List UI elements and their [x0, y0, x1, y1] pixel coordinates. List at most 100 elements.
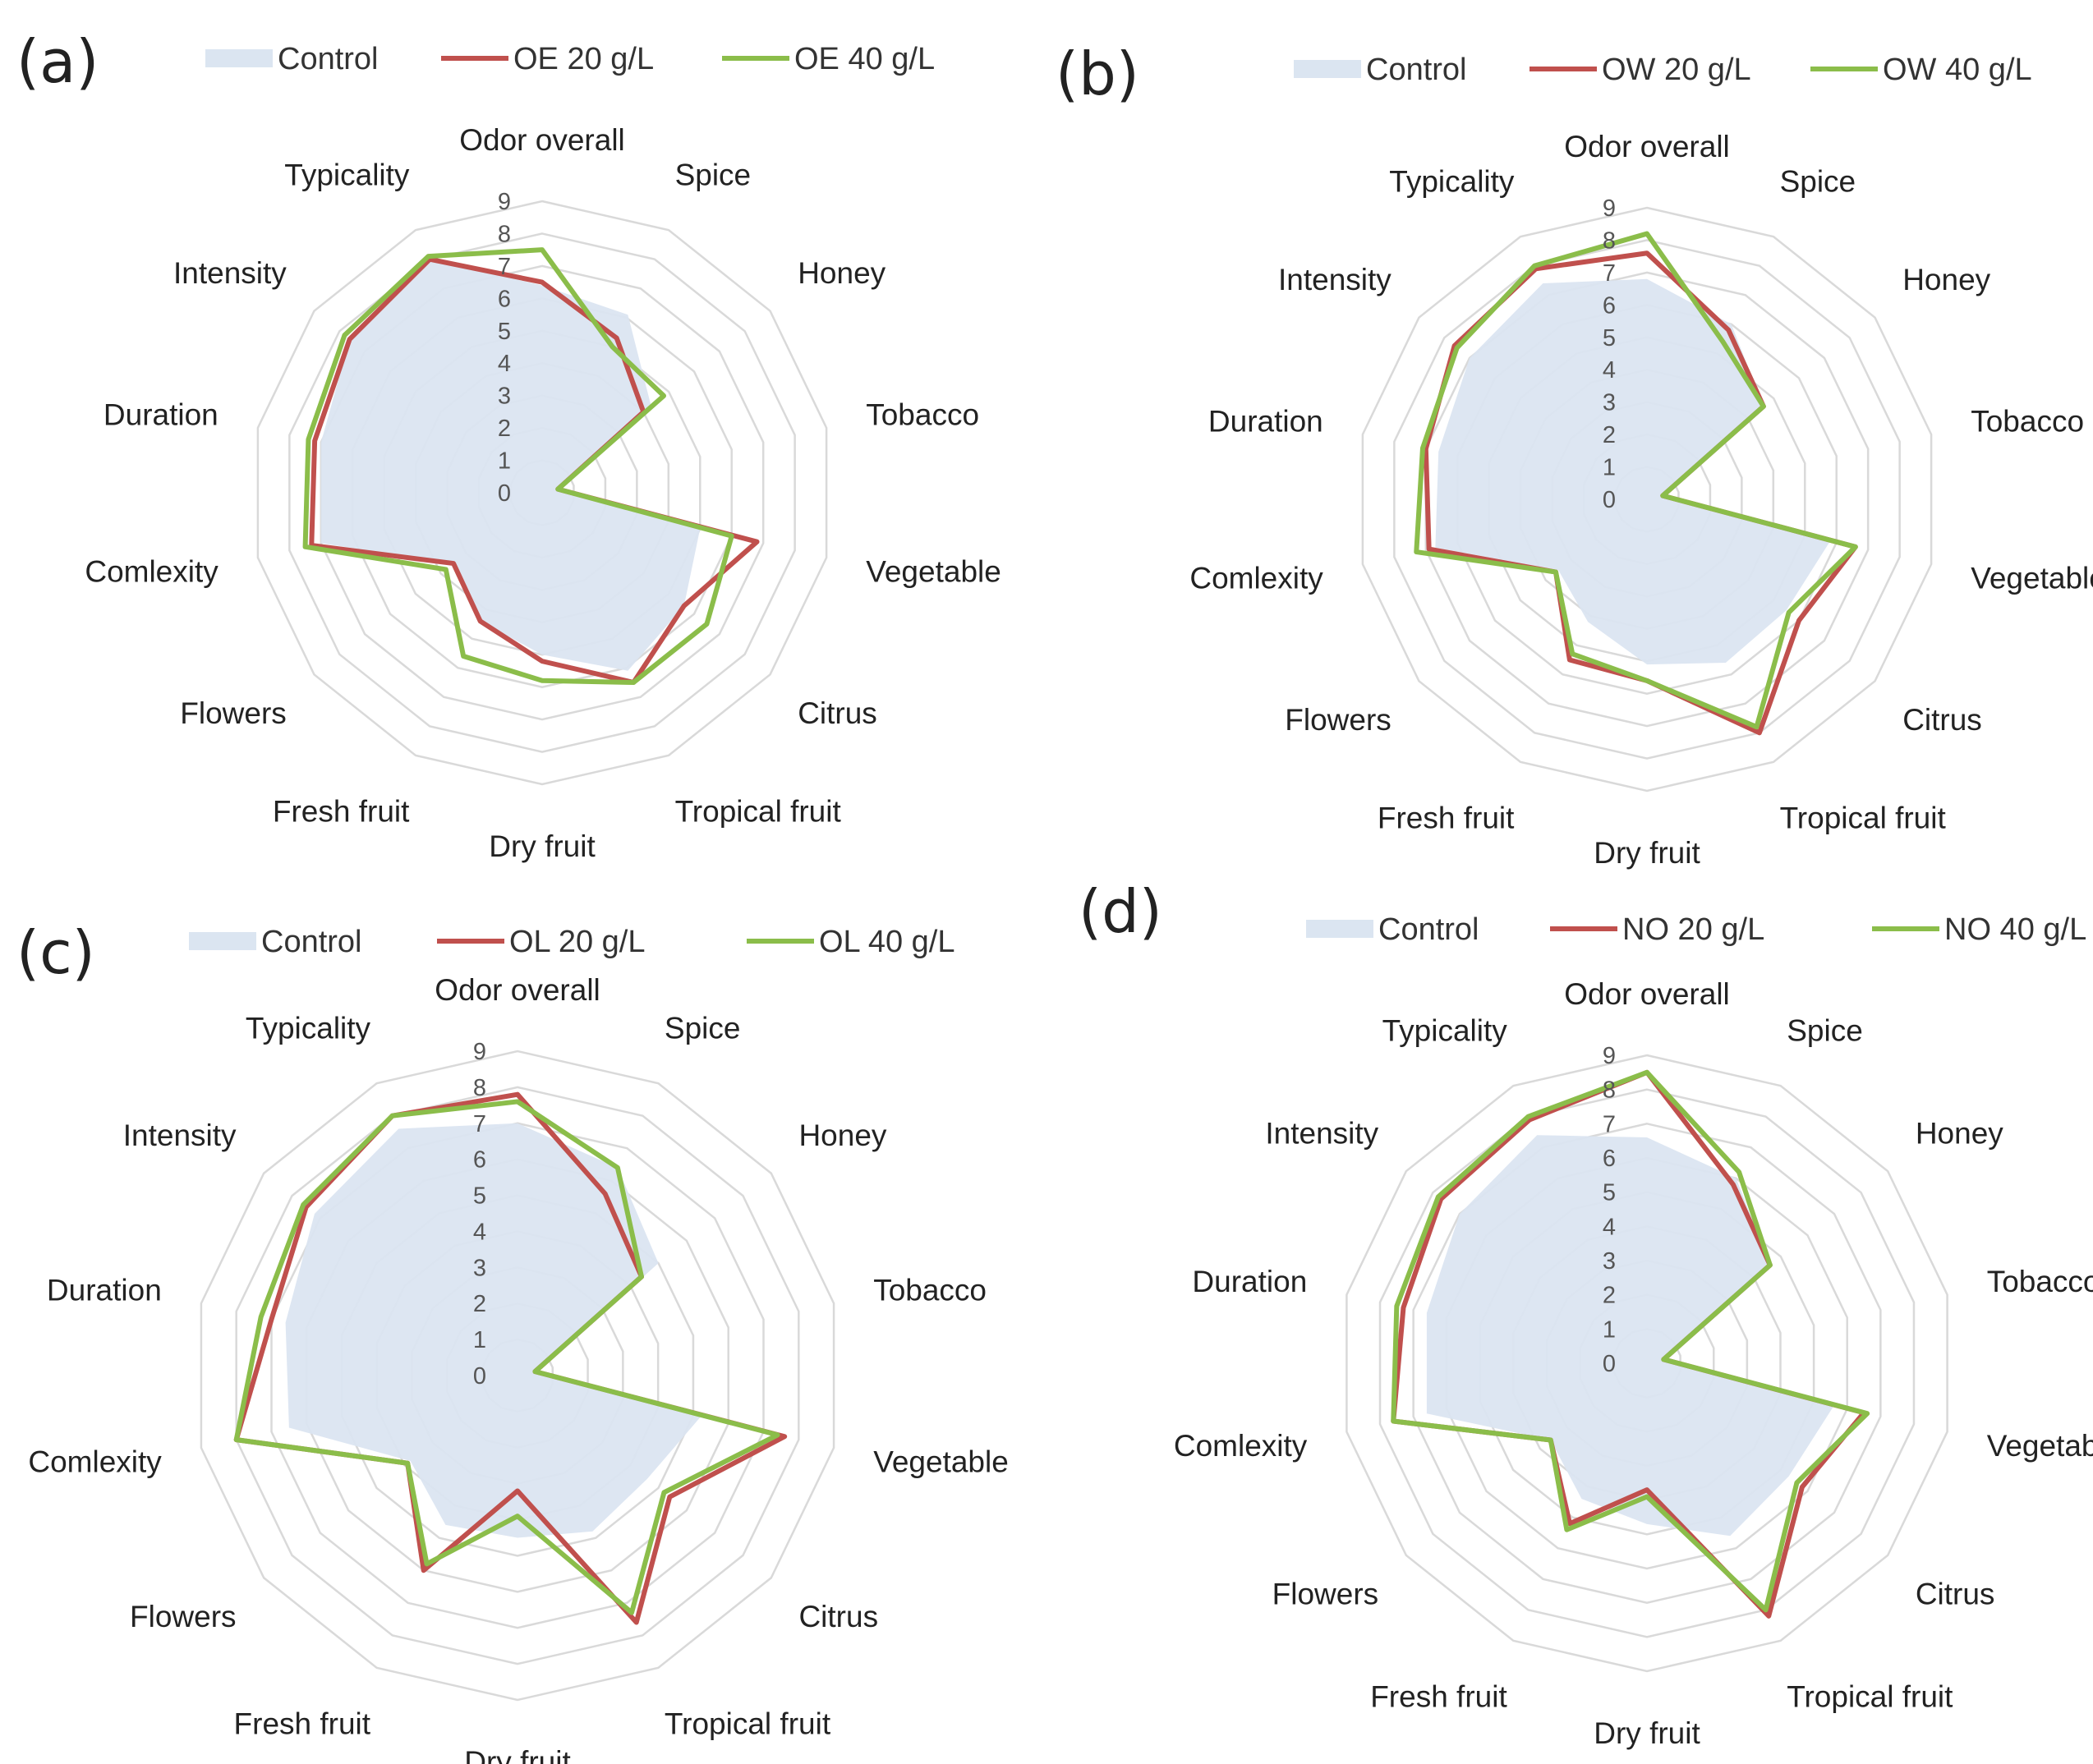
tick-label: 2 [498, 416, 511, 442]
legend-label: OE 40 g/L [794, 42, 935, 76]
series-area-control [285, 1123, 701, 1538]
tick-label: 9 [498, 189, 511, 215]
category-label-dry-fruit: Dry fruit [1594, 1716, 1700, 1750]
tick-label: 1 [1603, 1316, 1616, 1343]
series-area-control [320, 259, 701, 671]
category-label-fresh-fruit: Fresh fruit [1370, 1679, 1507, 1713]
radar-panel-d: 0 1 2 3 4 5 6 7 8 9 Odor overall Spice Honey Tobacco V… [1079, 877, 2093, 1750]
tick-label: 2 [1603, 422, 1616, 448]
tick-label: 1 [1603, 455, 1616, 481]
series-line-no-40-g-l [1391, 1069, 1870, 1613]
grid-ring-8 [288, 232, 796, 753]
legend-label: OL 40 g/L [819, 925, 955, 959]
category-label-vegetable: Vegetable [1971, 562, 2093, 595]
category-label-tobacco: Tobacco [866, 397, 979, 431]
category-label-flowers: Flowers [130, 1600, 237, 1633]
tick-label: 0 [1603, 487, 1616, 513]
grid-ring-7 [270, 1122, 765, 1629]
legend-label: OL 20 g/L [509, 925, 646, 959]
category-label-honey: Honey [798, 256, 886, 290]
category-label-vegetable: Vegetable [873, 1445, 1009, 1479]
tick-label: 2 [473, 1291, 486, 1317]
category-label-odor-overall: Odor overall [1564, 977, 1730, 1011]
tick-label: 4 [498, 351, 511, 377]
category-label-intensity: Intensity [123, 1119, 237, 1152]
category-label-tobacco: Tobacco [1987, 1265, 2093, 1298]
category-label-comlexity: Comlexity [28, 1445, 162, 1479]
category-label-dry-fruit: Dry fruit [464, 1745, 571, 1764]
category-label-spice: Spice [1780, 165, 1856, 199]
category-label-honey: Honey [798, 1119, 886, 1152]
panel-letter: (a) [16, 27, 99, 96]
category-label-comlexity: Comlexity [1189, 562, 1323, 595]
category-label-duration: Duration [104, 397, 218, 431]
grid-ring-9 [200, 1050, 835, 1702]
category-label-flowers: Flowers [180, 696, 287, 730]
panel-letter: (b) [1056, 39, 1139, 108]
grid-ring-7 [1424, 271, 1870, 728]
grid-ring-8 [1378, 1088, 1916, 1638]
legend-item-no-20-g-l: NO 20 g/L [1550, 912, 1764, 947]
category-label-citrus: Citrus [1916, 1578, 1995, 1611]
tick-label: 5 [498, 319, 511, 345]
category-label-dry-fruit: Dry fruit [1594, 836, 1700, 870]
legend-label: OW 20 g/L [1602, 53, 1751, 87]
category-label-duration: Duration [1192, 1265, 1307, 1298]
legend-swatch [1294, 60, 1361, 78]
series-line-ol-40-g-l [233, 1099, 780, 1615]
category-label-duration: Duration [47, 1273, 162, 1307]
tick-label: 4 [1603, 1214, 1616, 1240]
category-label-tropical-fruit: Tropical fruit [675, 794, 842, 828]
category-label-intensity: Intensity [1278, 263, 1392, 296]
tick-label: 7 [473, 1111, 486, 1137]
tick-label: 3 [1603, 1248, 1616, 1275]
radar-panel-a: 0 1 2 3 4 5 6 7 8 9 Odor overall Spice Honey Tobacco V… [16, 27, 1001, 863]
legend-item-control: Control [1306, 912, 1479, 947]
category-label-typicality: Typicality [1389, 165, 1515, 199]
category-label-vegetable: Vegetable [1987, 1429, 2093, 1463]
grid-ring-8 [235, 1086, 800, 1665]
tick-label: 5 [473, 1183, 486, 1210]
tick-label: 4 [473, 1219, 486, 1245]
tick-label: 5 [1603, 1180, 1616, 1206]
category-label-tropical-fruit: Tropical fruit [1780, 801, 1947, 834]
category-label-honey: Honey [1902, 263, 1990, 296]
tick-label: 4 [1603, 357, 1616, 384]
legend-swatch [1306, 920, 1373, 938]
grid-ring-9 [1361, 206, 1933, 792]
tick-label: 7 [1603, 1111, 1616, 1137]
legend-swatch [189, 932, 256, 950]
legend-item-ow-20-g-l: OW 20 g/L [1530, 53, 1751, 87]
grid-ring-8 [1393, 239, 1901, 760]
legend-label: NO 20 g/L [1622, 912, 1764, 947]
tick-label: 0 [473, 1363, 486, 1390]
series-area-control [1426, 1135, 1834, 1537]
legend-label: Control [261, 925, 362, 959]
tick-label: 8 [473, 1075, 486, 1101]
category-label-tobacco: Tobacco [1971, 404, 2084, 438]
tick-label: 5 [1603, 325, 1616, 351]
legend-label: Control [278, 42, 379, 76]
category-label-typicality: Typicality [1382, 1014, 1508, 1048]
legend-item-control: Control [1294, 53, 1467, 87]
series-line-ow-40-g-l [1414, 231, 1858, 730]
series-line-oe-40-g-l [302, 247, 734, 685]
tick-label: 8 [1603, 227, 1616, 254]
tick-label: 7 [1603, 260, 1616, 287]
category-label-spice: Spice [1787, 1014, 1863, 1048]
legend-swatch [205, 49, 273, 67]
legend-item-no-40-g-l: NO 40 g/L [1872, 912, 2086, 947]
category-label-odor-overall: Odor overall [435, 973, 600, 1007]
category-label-flowers: Flowers [1285, 703, 1392, 737]
category-label-citrus: Citrus [798, 1600, 878, 1633]
category-label-citrus: Citrus [798, 696, 877, 730]
tick-label: 6 [1603, 1146, 1616, 1172]
radar-panel-b: 0 1 2 3 4 5 6 7 8 9 Odor overall Spice Honey Tobacco V… [1056, 39, 2093, 870]
category-label-intensity: Intensity [173, 256, 287, 290]
category-label-typicality: Typicality [284, 158, 410, 192]
category-label-intensity: Intensity [1265, 1116, 1378, 1150]
tick-label: 0 [1603, 1351, 1616, 1377]
legend-label: Control [1378, 912, 1479, 947]
legend-item-ow-40-g-l: OW 40 g/L [1810, 53, 2032, 87]
